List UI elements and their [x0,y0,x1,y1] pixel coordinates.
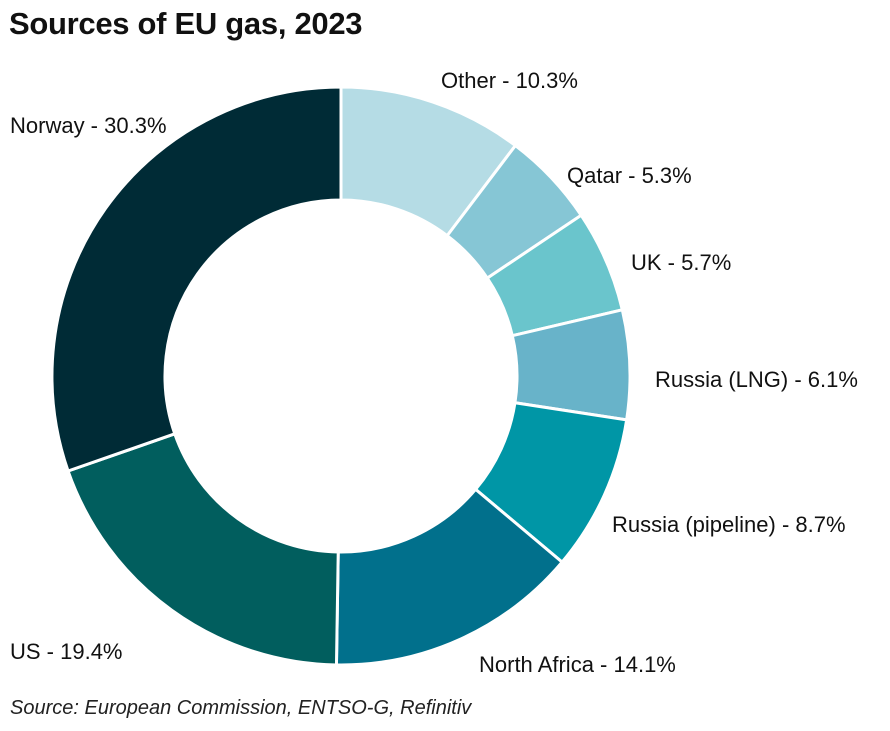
slice-label-russia-lng: Russia (LNG) - 6.1% [655,367,858,392]
slice-label-north-africa: North Africa - 14.1% [479,652,676,677]
slice-us [66,431,340,667]
slice-label-us: US - 19.4% [10,639,123,664]
donut-slices [50,85,632,667]
slice-label-other: Other - 10.3% [441,68,578,93]
chart-title: Sources of EU gas, 2023 [9,6,363,41]
slice-label-norway: Norway - 30.3% [10,113,167,138]
slice-label-russia-pipeline: Russia (pipeline) - 8.7% [612,512,846,537]
slice-labels: Other - 10.3% Qatar - 5.3% UK - 5.7% Russia… [10,68,858,677]
source-note: Source: European Commission, ENTSO-G, Re… [10,697,472,719]
slice-label-uk: UK - 5.7% [631,250,731,275]
slice-label-qatar: Qatar - 5.3% [567,163,692,188]
slice-norway [50,85,343,473]
